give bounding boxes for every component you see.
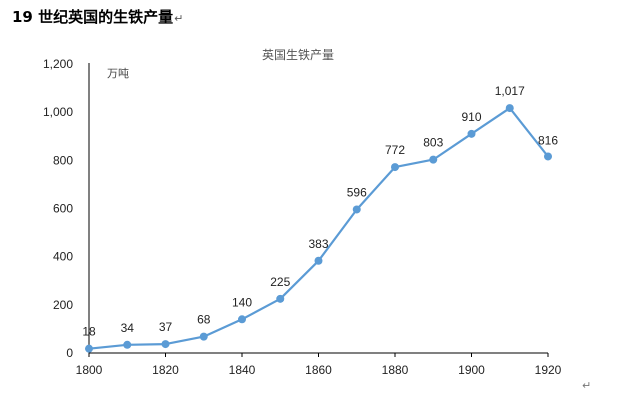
data-label: 225 — [270, 275, 290, 289]
chart-data-labels: 18 34 37 68 140 225 383 596 772 803 910 1,017 816 — [82, 84, 558, 339]
chart-axes — [88, 63, 548, 354]
x-tick-label: 1900 — [458, 363, 485, 377]
x-tick-label: 1840 — [229, 363, 256, 377]
data-label: 910 — [461, 110, 481, 124]
data-point-marker — [276, 294, 285, 303]
y-tick-label: 600 — [53, 202, 73, 216]
series-line — [88, 106, 549, 350]
data-point-marker — [85, 344, 93, 353]
data-label: 140 — [232, 295, 252, 309]
data-label: 68 — [197, 313, 211, 327]
x-tick-label: 1880 — [382, 363, 409, 377]
chart-series — [85, 104, 552, 353]
data-point-marker — [238, 315, 246, 324]
y-tick-label: 1,000 — [43, 105, 73, 119]
data-point-marker — [429, 155, 438, 164]
heading-text: 19 世纪英国的生铁产量 — [12, 8, 174, 26]
y-unit-label: 万吨 — [107, 67, 129, 80]
data-point-marker — [314, 256, 323, 265]
y-tick-label: 400 — [53, 250, 73, 264]
y-tick-label: 200 — [53, 298, 73, 312]
data-point-marker — [505, 104, 514, 113]
y-tick-label: 1,200 — [43, 57, 73, 71]
data-point-marker — [161, 340, 170, 349]
chart-title: 英国生铁产量 — [262, 48, 334, 62]
data-label: 34 — [121, 321, 135, 335]
data-point-marker — [123, 340, 132, 349]
x-tick-label: 1800 — [76, 363, 103, 377]
y-tick-label: 800 — [53, 153, 73, 167]
data-point-marker — [352, 205, 361, 214]
data-label: 803 — [423, 136, 443, 150]
data-point-marker — [391, 163, 399, 172]
data-label: 816 — [538, 133, 558, 147]
data-label: 383 — [308, 237, 328, 251]
paragraph-mark-icon-bottom: ↵ — [582, 379, 592, 392]
chart-ticks: 0 200 400 600 800 1,000 1,200 1800 1820 1840 1860 1… — [43, 57, 562, 377]
paragraph-mark-icon: ↵ — [174, 12, 184, 25]
data-label: 18 — [82, 325, 96, 339]
data-point-marker — [544, 152, 552, 161]
document-heading: 19 世纪英国的生铁产量↵ — [12, 6, 183, 27]
data-label: 772 — [385, 143, 405, 157]
data-point-marker — [467, 129, 476, 138]
y-tick-label: 0 — [66, 346, 73, 360]
x-tick-label: 1920 — [535, 363, 562, 377]
data-label: 1,017 — [495, 84, 525, 98]
x-tick-label: 1860 — [305, 363, 332, 377]
data-label: 37 — [159, 320, 173, 334]
data-point-marker — [199, 332, 208, 341]
x-tick-label: 1820 — [152, 363, 179, 377]
data-label: 596 — [347, 185, 367, 199]
